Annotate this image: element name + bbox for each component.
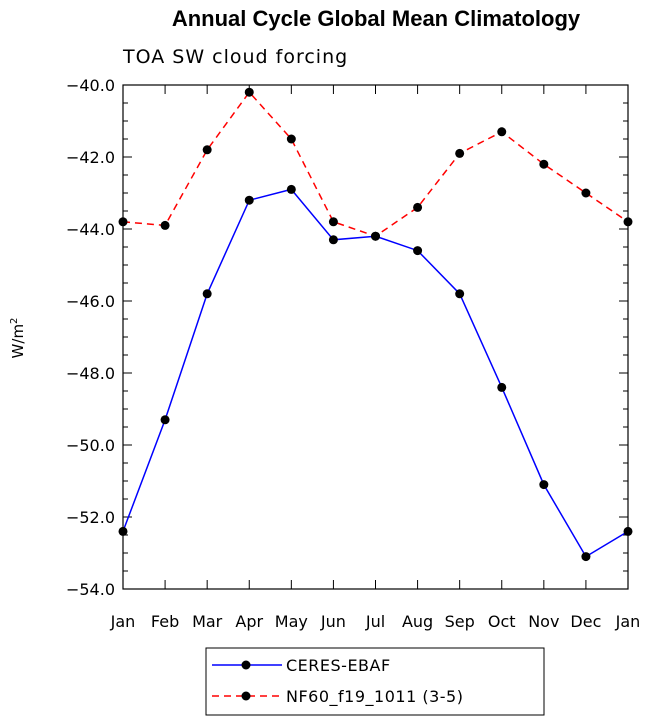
legend-marker-ceres bbox=[241, 660, 251, 670]
data-point-0 bbox=[413, 246, 423, 256]
x-tick-label: Jan bbox=[615, 612, 641, 631]
x-tick-label: Jan bbox=[110, 612, 136, 631]
y-tick-label: −50.0 bbox=[66, 436, 115, 455]
x-tick-label: May bbox=[275, 612, 308, 631]
x-tick-label: Jun bbox=[320, 612, 346, 631]
x-tick-label: Dec bbox=[570, 612, 601, 631]
legend-box bbox=[205, 647, 545, 716]
data-point-0 bbox=[539, 480, 549, 490]
legend-label-ceres: CERES-EBAF bbox=[286, 656, 391, 675]
x-tick-label: Mar bbox=[192, 612, 223, 631]
data-point-1 bbox=[623, 217, 633, 227]
x-tick-label: Aug bbox=[402, 612, 433, 631]
plot-frame bbox=[122, 84, 629, 590]
y-axis-label-text: W/m bbox=[9, 324, 27, 359]
plot-axes: −40.0 −42.0 −44.0 −46.0 −48.0 −50.0 −52.0 −54.0… bbox=[66, 76, 640, 631]
data-point-0 bbox=[118, 526, 128, 536]
data-point-0 bbox=[202, 289, 212, 299]
y-tick-label: −48.0 bbox=[66, 364, 115, 383]
data-point-1 bbox=[286, 134, 296, 144]
data-point-0 bbox=[497, 382, 507, 392]
y-tick-label: −42.0 bbox=[66, 148, 115, 167]
legend-label-model: NF60_f19_1011 (3-5) bbox=[286, 687, 463, 707]
x-tick-label: Nov bbox=[528, 612, 559, 631]
legend: CERES-EBAF NF60_f19_1011 (3-5) bbox=[205, 647, 545, 716]
y-tick-label: −44.0 bbox=[66, 220, 115, 239]
data-point-0 bbox=[623, 526, 633, 536]
data-point-0 bbox=[286, 184, 296, 194]
data-point-0 bbox=[328, 235, 338, 245]
y-axis-label-superscript: 2 bbox=[9, 318, 20, 324]
data-point-1 bbox=[413, 202, 423, 212]
y-tick-label: −52.0 bbox=[66, 508, 115, 527]
data-point-1 bbox=[371, 231, 380, 241]
data-point-1 bbox=[455, 148, 465, 158]
chart-title: Annual Cycle Global Mean Climatology bbox=[172, 6, 581, 31]
series-line-1 bbox=[122, 91, 629, 238]
data-point-1 bbox=[497, 127, 507, 137]
x-tick-label: Feb bbox=[151, 612, 179, 631]
data-point-1 bbox=[160, 220, 170, 230]
data-point-0 bbox=[244, 195, 254, 205]
data-point-1 bbox=[244, 87, 254, 97]
data-point-1 bbox=[581, 188, 591, 198]
x-tick-label: Apr bbox=[235, 612, 263, 631]
y-tick-label: −54.0 bbox=[66, 580, 115, 599]
data-point-1 bbox=[202, 145, 212, 155]
legend-marker-model bbox=[241, 691, 251, 701]
x-tick-label: Sep bbox=[445, 612, 475, 631]
series-line-0 bbox=[122, 188, 629, 558]
data-point-0 bbox=[160, 415, 170, 425]
data-point-1 bbox=[539, 159, 549, 169]
data-point-0 bbox=[455, 289, 465, 299]
x-tick-label: Jul bbox=[365, 612, 385, 631]
y-tick-label: −46.0 bbox=[66, 292, 115, 311]
chart-subtitle: TOA SW cloud forcing bbox=[122, 46, 348, 68]
data-point-1 bbox=[118, 217, 128, 227]
plot-series bbox=[118, 87, 633, 562]
x-tick-label: Oct bbox=[488, 612, 516, 631]
y-tick-label: −40.0 bbox=[66, 76, 115, 95]
y-axis-label: W/m2 bbox=[9, 318, 27, 359]
data-point-1 bbox=[328, 217, 338, 227]
data-point-0 bbox=[581, 552, 591, 562]
